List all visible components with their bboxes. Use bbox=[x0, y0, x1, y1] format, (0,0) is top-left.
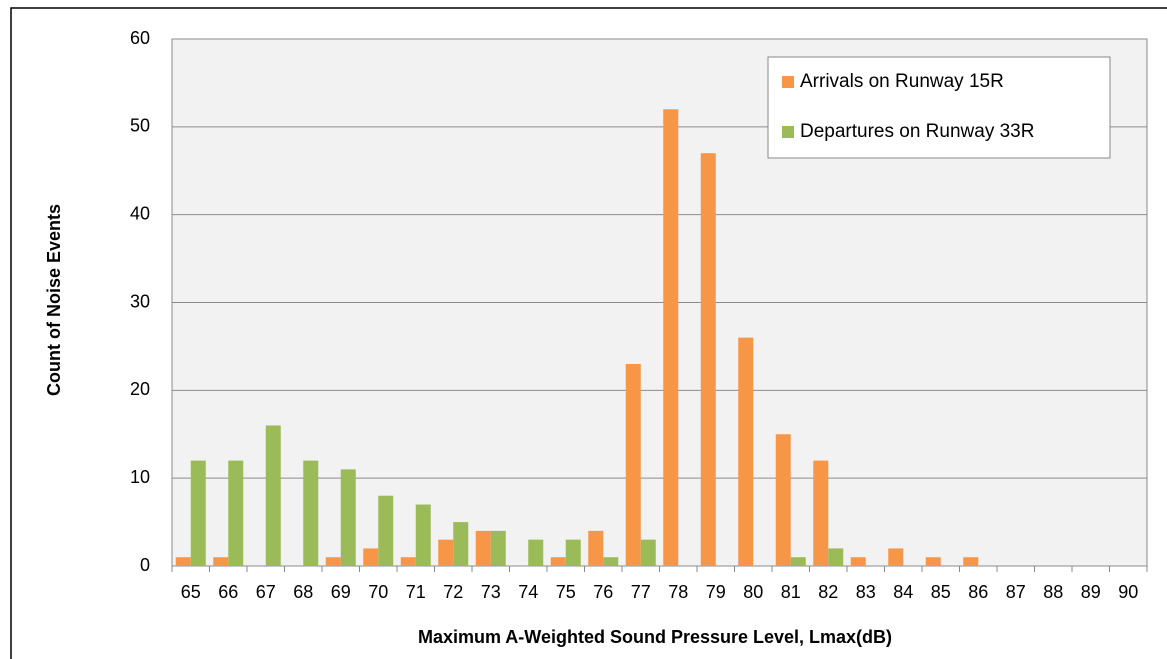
bar bbox=[603, 557, 619, 566]
bar bbox=[775, 434, 791, 566]
bar bbox=[700, 153, 716, 566]
x-tick-label: 83 bbox=[856, 582, 876, 602]
x-tick-label: 74 bbox=[518, 582, 538, 602]
x-tick-label: 87 bbox=[1006, 582, 1026, 602]
legend-box bbox=[767, 56, 1111, 159]
x-tick-label: 89 bbox=[1081, 582, 1101, 602]
x-tick-label: 65 bbox=[181, 582, 201, 602]
bar bbox=[738, 337, 754, 566]
x-tick-label: 88 bbox=[1043, 582, 1063, 602]
x-tick-label: 71 bbox=[406, 582, 426, 602]
bar bbox=[663, 109, 679, 567]
bar bbox=[438, 539, 454, 566]
bar bbox=[490, 530, 506, 566]
y-tick-label: 40 bbox=[130, 203, 150, 223]
bar bbox=[550, 557, 566, 566]
bar bbox=[340, 469, 356, 566]
x-tick-label: 86 bbox=[968, 582, 988, 602]
x-tick-label: 79 bbox=[706, 582, 726, 602]
x-tick-label: 85 bbox=[931, 582, 951, 602]
x-axis-title: Maximum A-Weighted Sound Pressure Level,… bbox=[418, 627, 892, 647]
x-tick-label: 82 bbox=[818, 582, 838, 602]
bar bbox=[363, 548, 379, 566]
legend-swatch bbox=[782, 126, 794, 138]
bar bbox=[790, 557, 806, 566]
x-tick-label: 67 bbox=[256, 582, 276, 602]
bar bbox=[400, 557, 416, 566]
bar bbox=[625, 363, 641, 566]
x-tick-label: 68 bbox=[293, 582, 313, 602]
x-tick-label: 72 bbox=[443, 582, 463, 602]
bar bbox=[453, 522, 469, 566]
bar bbox=[325, 557, 341, 566]
x-tick-label: 69 bbox=[331, 582, 351, 602]
bar bbox=[963, 557, 979, 566]
y-tick-label: 60 bbox=[130, 28, 150, 48]
x-tick-label: 76 bbox=[593, 582, 613, 602]
x-tick-label: 84 bbox=[893, 582, 913, 602]
x-tick-label: 80 bbox=[743, 582, 763, 602]
bar bbox=[813, 460, 829, 566]
x-tick-label: 75 bbox=[556, 582, 576, 602]
y-tick-label: 0 bbox=[140, 555, 150, 575]
bar bbox=[265, 425, 281, 566]
bar bbox=[415, 504, 431, 566]
bar bbox=[640, 539, 656, 566]
x-tick-label: 70 bbox=[368, 582, 388, 602]
bar bbox=[850, 557, 866, 566]
legend-swatch bbox=[782, 76, 794, 88]
bar bbox=[303, 460, 319, 566]
y-tick-label: 50 bbox=[130, 116, 150, 136]
x-tick-label: 73 bbox=[481, 582, 501, 602]
bar bbox=[378, 495, 394, 566]
x-tick-label: 81 bbox=[781, 582, 801, 602]
y-tick-label: 20 bbox=[130, 379, 150, 399]
x-tick-label: 90 bbox=[1118, 582, 1138, 602]
bar bbox=[925, 557, 941, 566]
x-tick-label: 66 bbox=[218, 582, 238, 602]
legend-text: Departures on Runway 33R bbox=[800, 121, 1034, 142]
bar bbox=[528, 539, 544, 566]
y-tick-label: 10 bbox=[130, 467, 150, 487]
bar bbox=[588, 530, 604, 566]
bar bbox=[475, 530, 491, 566]
x-tick-label: 77 bbox=[631, 582, 651, 602]
bar bbox=[565, 539, 581, 566]
legend-text: Arrivals on Runway 15R bbox=[800, 71, 1004, 92]
bar bbox=[228, 460, 244, 566]
bar bbox=[190, 460, 206, 566]
y-axis-title: Count of Noise Events bbox=[44, 204, 64, 396]
y-tick-label: 30 bbox=[130, 291, 150, 311]
bar bbox=[888, 548, 904, 566]
bar bbox=[828, 548, 844, 566]
bar bbox=[175, 557, 191, 566]
bar bbox=[213, 557, 229, 566]
x-tick-label: 78 bbox=[668, 582, 688, 602]
